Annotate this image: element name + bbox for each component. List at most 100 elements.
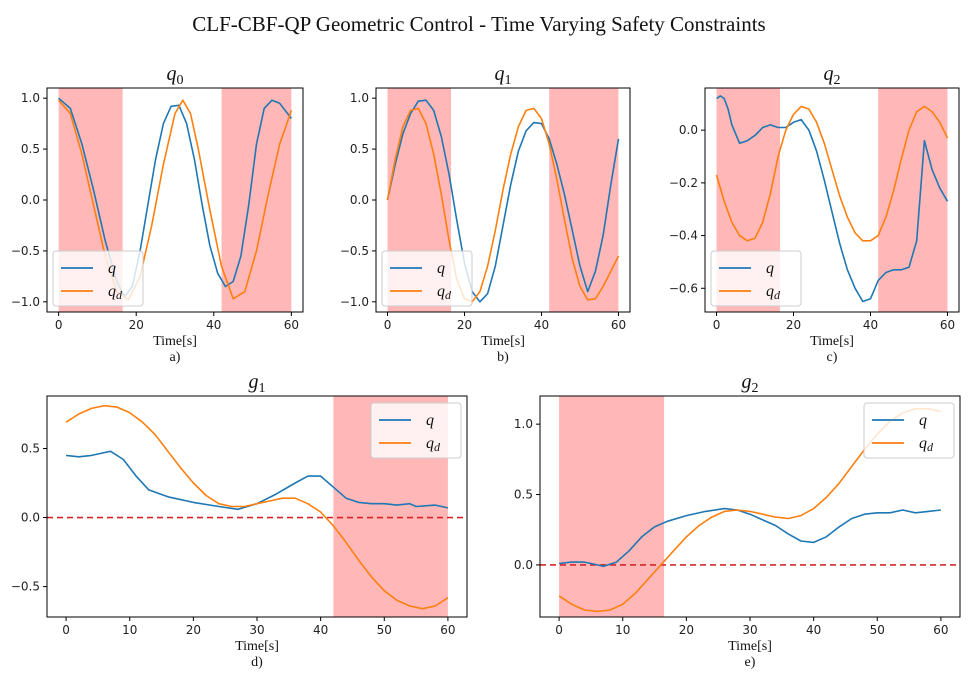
- legend-label-qd: qd: [108, 283, 123, 302]
- x-tick-label: 0: [555, 623, 563, 637]
- axes-frame: [704, 87, 960, 313]
- series-line-qd: [65, 404, 449, 610]
- panel-g2: 0 10 20 30 40 50 60 1.0 0.5 0.0 g2 Time[s]e) q qd: [514, 371, 961, 670]
- y-tick-label: 0.5: [514, 488, 533, 502]
- y-tick-label: 1.0: [514, 417, 533, 431]
- legend-label-q: q: [766, 260, 774, 277]
- legend-label-q: q: [426, 412, 434, 429]
- legend-box: [381, 250, 473, 307]
- x-tick-label: 50: [870, 623, 885, 637]
- x-axis-label: Time[s]: [153, 334, 197, 349]
- x-tick-label: 30: [249, 623, 264, 637]
- series-line-q: [386, 99, 620, 303]
- legend-label-q: q: [919, 412, 927, 429]
- panel-title: q0: [167, 63, 184, 88]
- x-tick-label: 10: [122, 623, 137, 637]
- panel-sublabel: c): [827, 350, 838, 365]
- x-tick-label: 60: [940, 318, 955, 332]
- panel-sublabel: a): [170, 350, 181, 365]
- panel-title: g1: [249, 371, 266, 396]
- y-tick-label: 0.5: [350, 142, 369, 156]
- panel-title: q2: [824, 63, 841, 88]
- legend-label-qd: qd: [919, 435, 934, 454]
- legend-label-q: q: [437, 260, 445, 277]
- panel-title: q1: [495, 63, 512, 88]
- y-tick-label: 1.0: [21, 91, 40, 105]
- legend-box: [863, 402, 955, 459]
- panel-sublabel: b): [497, 350, 509, 365]
- legend: q qd: [710, 250, 802, 307]
- y-tick-label: −0.5: [11, 244, 40, 258]
- x-tick-label: 0: [62, 623, 70, 637]
- x-tick-label: 60: [611, 318, 626, 332]
- x-tick-label: 30: [742, 623, 757, 637]
- y-tick-label: −1.0: [340, 295, 369, 309]
- series-line-q: [66, 450, 449, 511]
- legend-label-qd: qd: [766, 283, 781, 302]
- x-tick-label: 10: [615, 623, 630, 637]
- legend: q qd: [863, 402, 955, 459]
- x-tick-label: 20: [186, 623, 201, 637]
- legend: q qd: [381, 250, 473, 307]
- x-tick-label: 60: [933, 623, 948, 637]
- legend-box: [52, 250, 144, 307]
- panel-g1: 0 10 20 30 40 50 60 0.5 0.0 −0.5 g1 Time[s]d) q qd: [11, 371, 468, 670]
- y-tick-label: 0.0: [21, 193, 40, 207]
- x-axis-label: Time[s]: [481, 334, 525, 349]
- x-axis-label: Time[s]: [235, 639, 279, 654]
- legend: q qd: [52, 250, 144, 307]
- x-axis-label: Time[s]: [728, 639, 772, 654]
- y-tick-label: 0.0: [679, 123, 698, 137]
- y-tick-label: −1.0: [11, 295, 40, 309]
- x-tick-label: 40: [313, 623, 328, 637]
- panel-q0: 0 20 40 60 1.0 0.5 0.0 −0.5 −1.0 q0 Time[s]a) q qd: [11, 63, 304, 365]
- y-tick-label: 0.5: [21, 142, 40, 156]
- x-tick-label: 50: [377, 623, 392, 637]
- x-tick-label: 40: [806, 623, 821, 637]
- y-tick-label: 0.0: [514, 558, 533, 572]
- plot-area: [540, 396, 960, 617]
- series-line-qd: [386, 107, 620, 303]
- panel-sublabel: e): [745, 655, 756, 670]
- x-tick-label: 40: [206, 318, 221, 332]
- y-tick-label: −0.5: [340, 244, 369, 258]
- safety-region-0: [559, 396, 665, 617]
- safety-region-1: [878, 88, 948, 312]
- x-tick-label: 0: [384, 318, 392, 332]
- y-tick-label: 1.0: [350, 91, 369, 105]
- x-tick-label: 40: [534, 318, 549, 332]
- panel-title: g2: [742, 371, 759, 396]
- series-line-qd: [57, 99, 293, 301]
- y-tick-label: 0.5: [21, 441, 40, 455]
- y-tick-label: −0.2: [669, 176, 698, 190]
- x-tick-label: 20: [679, 623, 694, 637]
- x-axis-label: Time[s]: [810, 334, 854, 349]
- panel-q1: 0 20 40 60 1.0 0.5 0.0 −0.5 −1.0 q1 Time[s]b) q qd: [340, 63, 631, 365]
- x-tick-label: 0: [713, 318, 721, 332]
- x-tick-label: 0: [55, 318, 63, 332]
- legend-label-qd: qd: [426, 435, 441, 454]
- series-line-q: [716, 95, 949, 303]
- x-tick-label: 60: [440, 623, 455, 637]
- panel-q2: 0 20 40 60 0.0 −0.2 −0.4 −0.6 q2 Time[s]c) q qd: [669, 63, 960, 365]
- y-tick-label: 0.0: [21, 511, 40, 525]
- legend-label-qd: qd: [437, 283, 452, 302]
- legend-box: [710, 250, 802, 307]
- y-tick-label: −0.4: [669, 229, 698, 243]
- plot-area: [57, 88, 293, 312]
- series-line-qd: [715, 105, 949, 242]
- legend: q qd: [370, 402, 462, 459]
- y-tick-label: −0.6: [669, 281, 698, 295]
- x-tick-label: 60: [284, 318, 299, 332]
- legend-label-q: q: [108, 260, 116, 277]
- y-tick-label: −0.5: [11, 580, 40, 594]
- x-tick-label: 40: [863, 318, 878, 332]
- panel-sublabel: d): [251, 655, 263, 670]
- safety-region-1: [221, 88, 292, 312]
- x-tick-label: 20: [457, 318, 472, 332]
- series-line-q: [559, 507, 941, 568]
- x-tick-label: 20: [786, 318, 801, 332]
- legend-box: [370, 402, 462, 459]
